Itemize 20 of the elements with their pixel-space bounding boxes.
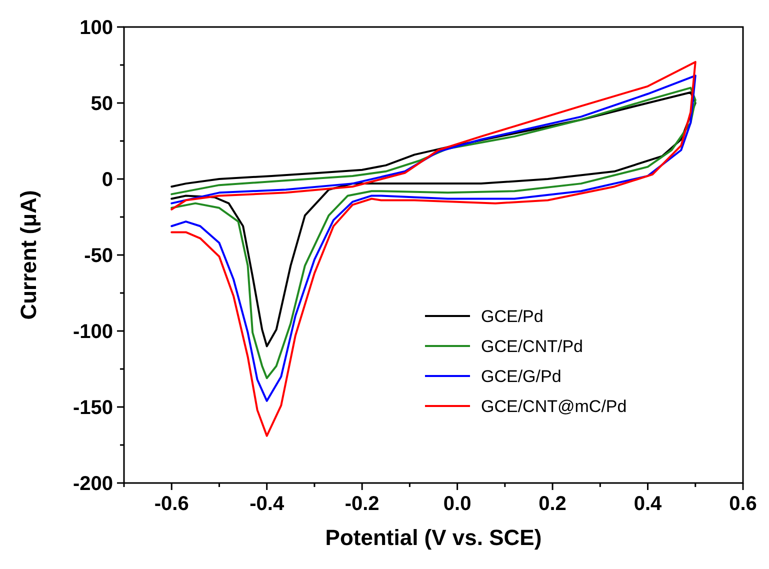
- legend-label: GCE/Pd: [481, 307, 544, 326]
- x-axis-title: Potential (V vs. SCE): [325, 525, 542, 550]
- x-tick-label: 0.6: [729, 493, 757, 515]
- legend-label: GCE/G/Pd: [481, 367, 562, 386]
- x-tick-label: -0.4: [250, 493, 285, 515]
- y-tick-label: 100: [80, 17, 113, 39]
- y-tick-label: 0: [102, 169, 113, 191]
- legend-label: GCE/CNT@mC/Pd: [481, 397, 627, 416]
- y-tick-label: -150: [72, 397, 113, 419]
- x-tick-label: -0.2: [344, 493, 380, 515]
- y-tick-label: -50: [84, 245, 113, 267]
- legend-label: GCE/CNT/Pd: [481, 337, 584, 356]
- x-tick-label: -0.6: [154, 493, 189, 515]
- y-tick-label: 50: [90, 93, 113, 115]
- y-tick-label: -200: [72, 473, 113, 495]
- x-tick-label: 0.0: [443, 493, 472, 515]
- x-tick-label: 0.4: [634, 493, 663, 515]
- y-axis-title: Current (μA): [16, 190, 41, 320]
- x-tick-label: 0.2: [538, 493, 566, 515]
- y-tick-label: -100: [72, 321, 113, 343]
